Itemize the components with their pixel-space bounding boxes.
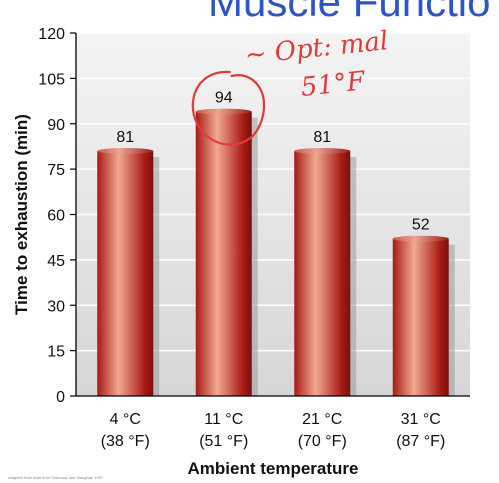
x-category-sublabel: (70 °F) [298,433,347,450]
bar-value-label: 81 [116,129,134,146]
y-tick-label: 15 [47,344,65,361]
x-category-label: 4 °C [110,411,141,428]
y-tick-label: 120 [38,26,65,43]
handwritten-note-line2: 51°F [299,66,367,103]
bar-value-label: 52 [412,217,430,234]
y-tick-label: 60 [47,208,65,225]
y-tick-label: 45 [47,253,65,270]
y-tick-label: 0 [56,389,65,406]
y-axis-title: Time to exhaustion (min) [12,114,31,315]
y-tick-label: 75 [47,162,65,179]
bar-value-label: 81 [313,129,331,146]
bar-shadow [250,117,258,397]
x-category-sublabel: (51 °F) [199,433,248,450]
x-category-sublabel: (38 °F) [101,433,150,450]
handwritten-circle [191,70,266,146]
x-axis-title: Ambient temperature [188,459,359,478]
bar [195,111,252,397]
bar-cap [392,235,449,242]
bar-cap [195,108,252,115]
bar [392,238,449,396]
bar-shadow [447,244,455,396]
x-category-label: 11 °C [204,411,243,428]
bar-shadow [349,156,357,396]
y-tick-label: 90 [47,117,65,134]
bar-value-label: 94 [215,90,233,107]
x-category-label: 31 °C [401,411,441,428]
bar [97,150,154,396]
bar-cap [294,147,351,154]
bar [294,150,351,396]
x-category-sublabel: (87 °F) [396,433,445,450]
bar-cap [97,147,154,154]
slide-title-partial: Muscle Functio [208,0,491,25]
bar-shadow [152,156,160,396]
y-tick-label: 105 [38,71,65,88]
y-tick-label: 30 [47,298,65,315]
source-footnote: Adapted from data from Galloway and Maug… [8,475,105,480]
x-category-label: 21 °C [302,411,342,428]
